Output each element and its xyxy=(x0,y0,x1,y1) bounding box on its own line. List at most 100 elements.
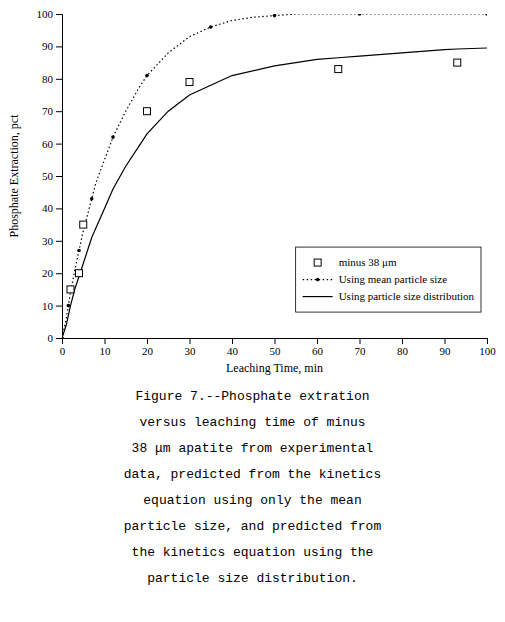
x-tick-mark xyxy=(105,338,106,344)
y-tick-mark xyxy=(56,14,62,15)
caption-line: 38 μm apatite from experimental xyxy=(132,441,374,456)
y-tick: 100 xyxy=(37,8,63,20)
caption-line: particle size, and predicted from xyxy=(124,519,382,534)
x-tick: 10 xyxy=(100,338,112,357)
y-tick-label: 50 xyxy=(42,170,54,182)
y-tick: 40 xyxy=(42,202,62,214)
line-marker xyxy=(358,14,362,16)
scatter-point xyxy=(80,221,87,228)
plot-area xyxy=(62,14,487,338)
y-tick: 80 xyxy=(42,73,62,85)
x-tick-label: 40 xyxy=(227,345,239,357)
x-tick-mark xyxy=(275,338,276,344)
caption: Figure 7.--Phosphate extration versus lea… xyxy=(124,389,382,586)
caption-line: equation using only the mean xyxy=(143,493,361,508)
x-tick-mark xyxy=(190,338,191,344)
x-axis-title: Leaching Time, min xyxy=(226,361,323,375)
y-tick-label: 0 xyxy=(48,332,54,344)
line-marker xyxy=(77,249,81,253)
x-tick-label: 70 xyxy=(355,345,367,357)
y-tick-mark xyxy=(56,208,62,209)
x-tick-mark xyxy=(487,338,488,344)
x-tick: 90 xyxy=(440,338,452,357)
scatter-point xyxy=(186,79,193,86)
legend-frame xyxy=(296,247,481,312)
y-tick-mark xyxy=(56,306,62,307)
chart: 0 10 20 30 40 50 60 70 80 90 100 0 10 20 30 40 50 60 70 80 9… xyxy=(0,0,505,622)
y-tick-mark xyxy=(56,46,62,47)
line-marker xyxy=(209,25,213,29)
x-axis: 0 10 20 30 40 50 60 70 80 90 100 xyxy=(60,338,497,357)
y-tick-label: 70 xyxy=(42,105,54,117)
y-tick: 20 xyxy=(42,267,62,279)
x-tick: 40 xyxy=(227,338,239,357)
x-tick-mark xyxy=(147,338,148,344)
x-tick: 70 xyxy=(355,338,367,357)
line xyxy=(62,14,487,338)
x-tick-label: 50 xyxy=(270,345,282,357)
scatter-point xyxy=(454,59,461,66)
x-tick-label: 20 xyxy=(142,345,154,357)
y-tick-mark xyxy=(56,144,62,145)
caption-line: Figure 7.--Phosphate extration xyxy=(135,389,369,404)
y-tick: 0 xyxy=(48,332,63,344)
x-tick: 20 xyxy=(142,338,154,357)
x-tick: 30 xyxy=(185,338,197,357)
x-tick-mark xyxy=(402,338,403,344)
x-tick: 80 xyxy=(397,338,409,357)
legend-item: Using particle size distribution xyxy=(303,290,475,302)
y-tick: 70 xyxy=(42,105,62,117)
y-tick: 60 xyxy=(42,138,62,150)
legend: minus 38 μmUsing mean particle sizeUsing… xyxy=(296,247,481,312)
y-tick: 10 xyxy=(42,300,62,312)
legend-label: Using mean particle size xyxy=(339,273,448,285)
y-axis-title: Phosphate Extraction, pct xyxy=(7,114,21,238)
line-marker xyxy=(111,135,115,139)
y-tick-label: 20 xyxy=(42,267,54,279)
legend-marker xyxy=(314,259,321,266)
x-tick-label: 30 xyxy=(185,345,197,357)
line-marker xyxy=(273,14,277,17)
line-marker xyxy=(90,197,94,201)
series xyxy=(62,14,487,338)
y-tick-label: 100 xyxy=(37,8,54,20)
x-tick-label: 0 xyxy=(60,345,66,357)
x-tick-label: 90 xyxy=(440,345,452,357)
y-tick-mark xyxy=(56,241,62,242)
y-tick-label: 80 xyxy=(42,73,54,85)
caption-line: versus leaching time of minus xyxy=(139,415,365,430)
series xyxy=(62,48,487,338)
x-tick-mark xyxy=(317,338,318,344)
x-tick: 60 xyxy=(312,338,324,357)
y-tick-mark xyxy=(56,338,62,339)
x-tick-mark xyxy=(232,338,233,344)
y-tick-label: 40 xyxy=(42,202,54,214)
x-tick-label: 60 xyxy=(312,345,324,357)
legend-line xyxy=(303,296,333,297)
y-tick-mark xyxy=(56,273,62,274)
y-tick-label: 60 xyxy=(42,138,54,150)
x-tick-label: 80 xyxy=(397,345,409,357)
x-tick-label: 100 xyxy=(479,345,496,357)
legend-marker xyxy=(316,278,320,282)
x-tick-mark xyxy=(360,338,361,344)
y-tick: 30 xyxy=(42,235,62,247)
scatter-point xyxy=(144,108,151,115)
y-axis-line xyxy=(56,15,63,339)
line xyxy=(62,48,487,338)
x-axis-line xyxy=(63,339,488,345)
caption-line: the kinetics equation using the xyxy=(132,545,374,560)
x-tick: 50 xyxy=(270,338,282,357)
x-tick: 0 xyxy=(60,338,66,357)
y-tick-label: 10 xyxy=(42,300,54,312)
y-tick-label: 30 xyxy=(42,235,54,247)
y-tick-label: 90 xyxy=(42,40,54,52)
x-tick-label: 10 xyxy=(100,345,112,357)
y-tick-mark xyxy=(56,111,62,112)
legend-item: Using mean particle size xyxy=(303,273,448,285)
caption-line: data, predicted from the kinetics xyxy=(124,467,381,482)
scatter-point xyxy=(335,66,342,73)
line-marker xyxy=(145,74,149,78)
scatter-point xyxy=(76,270,83,277)
y-tick: 50 xyxy=(42,170,62,182)
